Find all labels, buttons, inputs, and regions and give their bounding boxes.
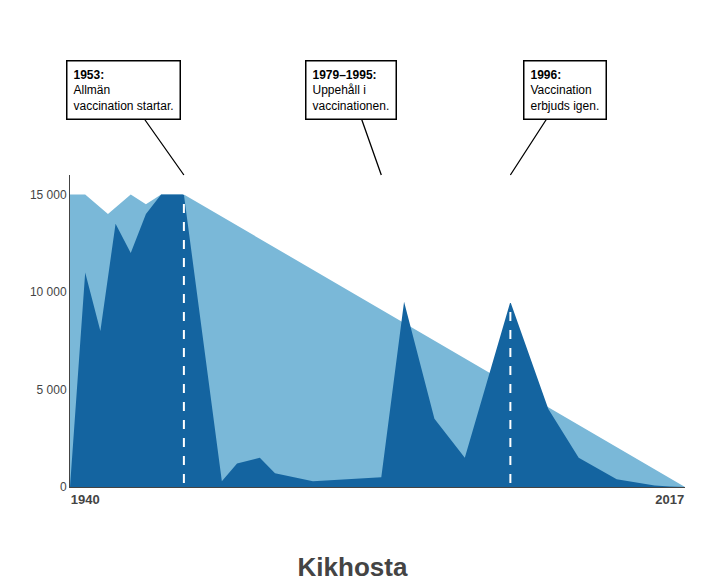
svg-text:1940: 1940 (71, 492, 100, 507)
svg-text:2017: 2017 (655, 492, 684, 507)
svg-text:1979–1995:Uppehåll ivaccinatio: 1979–1995:Uppehåll ivaccinationen. (313, 68, 390, 113)
svg-text:5 000: 5 000 (37, 383, 67, 397)
svg-text:1996:Vaccinationerbjuds igen.: 1996:Vaccinationerbjuds igen. (531, 68, 600, 113)
svg-text:10 000: 10 000 (30, 285, 67, 299)
svg-text:Kikhosta: Kikhosta (298, 552, 408, 582)
svg-text:1953:Allmänvaccination startar: 1953:Allmänvaccination startar. (74, 68, 174, 113)
svg-text:0: 0 (60, 480, 67, 494)
svg-text:15 000: 15 000 (30, 188, 67, 202)
